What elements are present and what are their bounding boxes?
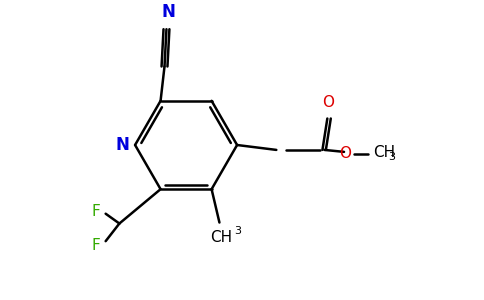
Text: N: N xyxy=(162,3,175,21)
Text: F: F xyxy=(91,204,100,219)
Text: O: O xyxy=(339,146,351,161)
Text: CH: CH xyxy=(374,146,395,160)
Text: N: N xyxy=(115,136,129,154)
Text: F: F xyxy=(91,238,100,253)
Text: 3: 3 xyxy=(234,226,241,236)
Text: CH: CH xyxy=(211,230,232,245)
Text: 3: 3 xyxy=(388,152,395,162)
Text: O: O xyxy=(322,95,334,110)
